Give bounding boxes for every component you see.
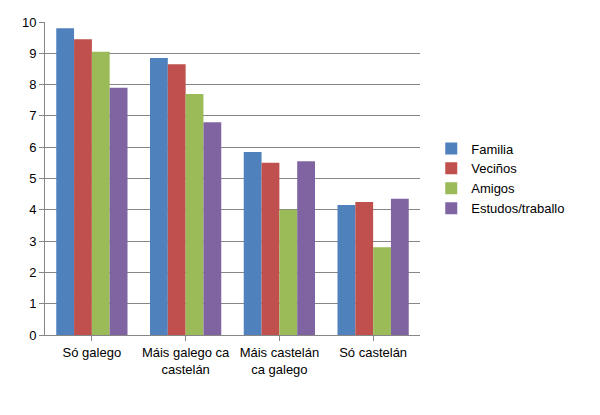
svg-text:Só castelán: Só castelán (339, 345, 407, 360)
svg-text:Só galego: Só galego (63, 345, 122, 360)
svg-text:9: 9 (29, 46, 36, 61)
svg-text:1: 1 (29, 296, 36, 311)
svg-text:Familia: Familia (471, 142, 514, 157)
svg-text:Estudos/traballo: Estudos/traballo (471, 201, 564, 216)
svg-text:4: 4 (29, 202, 36, 217)
svg-text:0: 0 (29, 328, 36, 343)
svg-text:10: 10 (22, 15, 36, 30)
svg-text:3: 3 (29, 234, 36, 249)
svg-text:2: 2 (29, 265, 36, 280)
svg-text:6: 6 (29, 140, 36, 155)
svg-text:5: 5 (29, 171, 36, 186)
svg-text:Veciños: Veciños (471, 161, 517, 176)
svg-text:7: 7 (29, 108, 36, 123)
svg-text:Amigos: Amigos (471, 181, 515, 196)
svg-text:Máis galego cacastelán: Máis galego cacastelán (142, 345, 230, 377)
svg-text:Máis castelánca galego: Máis castelánca galego (240, 345, 319, 377)
svg-text:8: 8 (29, 77, 36, 92)
